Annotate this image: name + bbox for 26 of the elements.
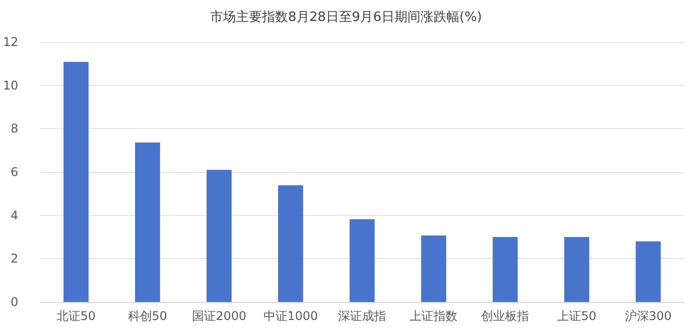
bar (421, 235, 446, 302)
x-tick-label: 深证成指 (338, 309, 386, 323)
bar (492, 237, 518, 302)
y-tick-label: 6 (10, 165, 18, 179)
x-tick-label: 沪深300 (624, 309, 672, 323)
x-tick-label: 中证1000 (263, 309, 318, 323)
x-tick-label: 上证50 (557, 309, 596, 323)
x-tick-label: 科创50 (128, 309, 168, 323)
bar (564, 237, 590, 302)
bar (206, 170, 232, 302)
y-tick-label: 12 (2, 35, 18, 49)
bar (64, 62, 89, 302)
bar (278, 185, 304, 302)
chart-title: 市场主要指数8月28日至9月6日期间涨跌幅(%) (210, 9, 482, 25)
bar (135, 142, 160, 302)
x-tick-label: 北证50 (56, 309, 96, 323)
bar (350, 219, 375, 302)
y-tick-label: 2 (10, 252, 18, 266)
x-tick-label: 国证2000 (192, 309, 246, 323)
bar (636, 241, 661, 302)
x-tick-label: 创业板指 (481, 309, 530, 323)
y-tick-label: 0 (10, 295, 18, 309)
y-tick-label: 8 (10, 122, 18, 136)
y-tick-label: 4 (10, 208, 18, 222)
y-tick-label: 10 (2, 78, 18, 92)
x-tick-label: 上证指数 (410, 309, 458, 323)
